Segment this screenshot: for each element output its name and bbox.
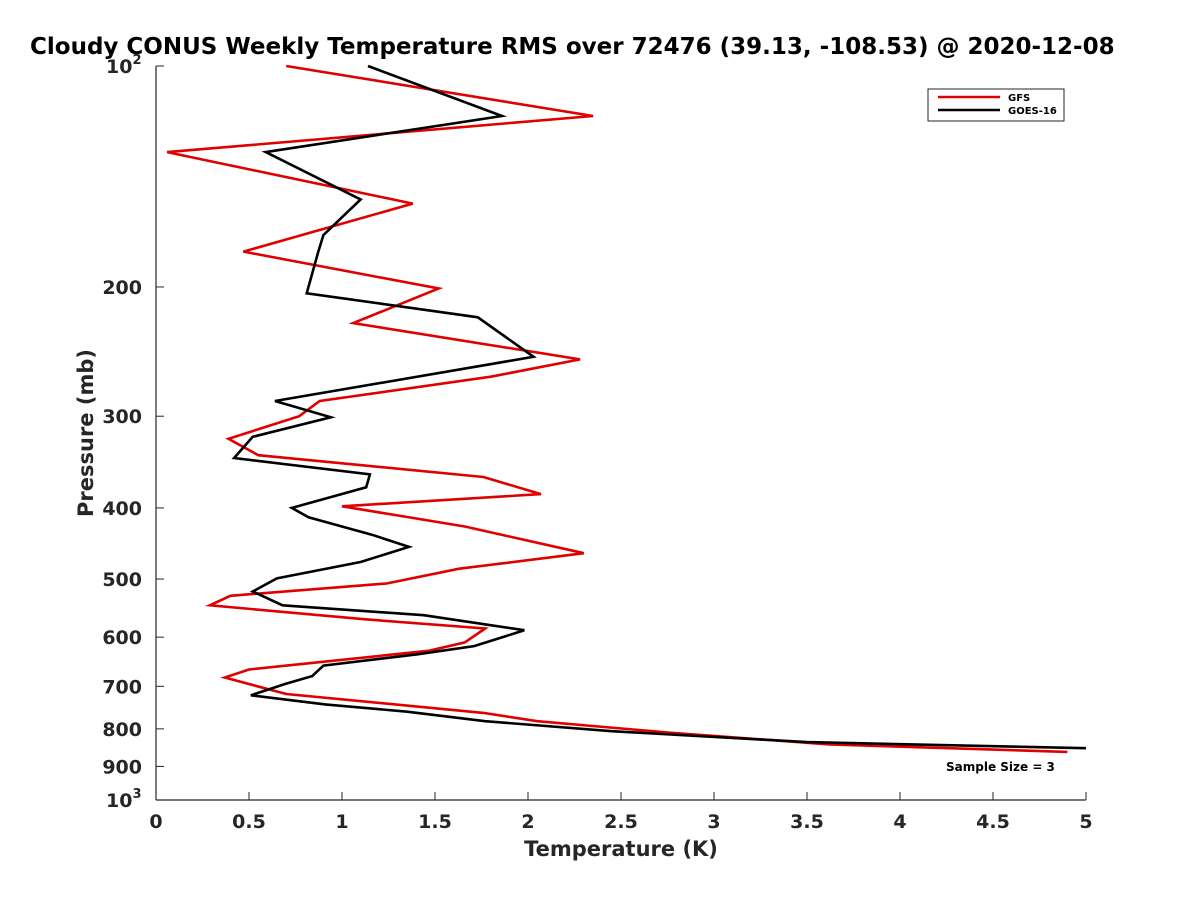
legend-label-gfs: GFS — [1008, 93, 1030, 104]
x-tick-label: 0 — [149, 811, 162, 833]
x-axis-ticks: 0 0.5 1 1.5 2 2.5 3 3.5 4 4.5 5 — [149, 792, 1093, 833]
y-tick-label: 400 — [102, 498, 142, 520]
x-tick-label: 4.5 — [976, 811, 1010, 833]
legend: GFS GOES-16 — [927, 88, 1065, 122]
y-tick-label: 800 — [102, 719, 142, 741]
sample-size-annotation: Sample Size = 3 — [946, 760, 1055, 774]
y-tick-label: 300 — [102, 406, 142, 428]
x-tick-label: 2.5 — [604, 811, 638, 833]
chart-title: Cloudy CONUS Weekly Temperature RMS over… — [30, 34, 1115, 60]
x-tick-label: 2 — [521, 811, 534, 833]
y-tick-label: 900 — [102, 756, 142, 778]
legend-box — [927, 88, 1065, 122]
series-line-goes-16 — [231, 64, 1087, 750]
y-tick-label: 500 — [102, 569, 142, 591]
y-axis-label: Pressure (mb) — [74, 349, 98, 517]
x-axis-label: Temperature (K) — [524, 837, 718, 861]
y-tick-label: 200 — [102, 277, 142, 299]
series-layer — [166, 64, 1087, 754]
legend-label-goes-16: GOES-16 — [1008, 106, 1057, 117]
x-tick-label: 4 — [893, 811, 906, 833]
x-tick-label: 1.5 — [418, 811, 452, 833]
x-tick-label: 5 — [1079, 811, 1092, 833]
x-tick-label: 3.5 — [790, 811, 824, 833]
x-tick-label: 1 — [335, 811, 348, 833]
y-tick-label: 700 — [102, 676, 142, 698]
x-tick-label: 0.5 — [232, 811, 266, 833]
y-tick-label: 600 — [102, 627, 142, 649]
x-tick-label: 3 — [707, 811, 720, 833]
y-tick-label: 103 — [106, 787, 142, 812]
